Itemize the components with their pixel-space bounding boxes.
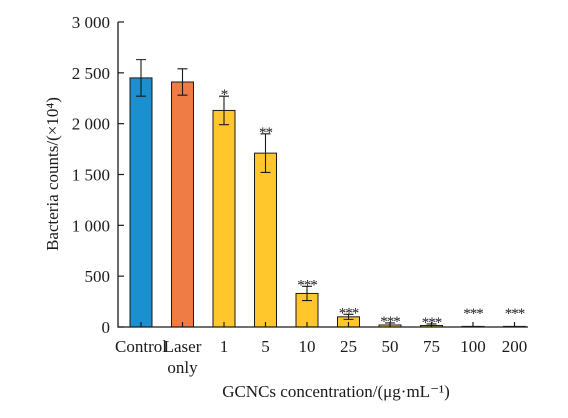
bars-layer	[129, 77, 526, 328]
significance-label: **	[259, 125, 273, 141]
x-tick-label: 50	[382, 337, 399, 356]
significance-label: ***	[463, 306, 483, 322]
y-tick-label: 2 500	[72, 64, 110, 83]
bar-1	[212, 109, 236, 328]
bar-5	[254, 152, 277, 328]
error-bar	[302, 285, 312, 302]
bar-laser	[171, 81, 194, 328]
significance-label: ***	[422, 315, 442, 331]
significance-labels: ************ ****** ***	[221, 87, 526, 331]
x-axis-title: GCNCs concentration/(μg·mL⁻¹)	[222, 382, 450, 401]
x-tick-label: 1	[220, 337, 229, 356]
significance-label: ***	[380, 314, 400, 330]
x-tick-label: 25	[340, 337, 357, 356]
y-tick-label: 500	[85, 267, 111, 286]
x-tick-label: 200	[502, 337, 528, 356]
y-tick-label: 2 000	[72, 115, 110, 134]
error-bars-layer	[136, 59, 437, 328]
significance-label: ***	[339, 305, 359, 321]
significance-label: ***	[505, 306, 525, 322]
y-tick-label: 1 500	[72, 166, 110, 185]
error-bar	[343, 313, 354, 320]
y-axis-title: Bacteria counts/(×10⁴)	[43, 97, 62, 251]
x-tick-label: 5	[261, 337, 270, 356]
significance-label: *	[221, 87, 228, 103]
significance-label: ***	[297, 277, 317, 293]
y-ticks: 0 500 1 000 1 500 2 000 2 500 3 000	[72, 13, 124, 337]
y-tick-label: 1 000	[72, 216, 110, 235]
error-bar	[177, 68, 188, 96]
x-tick-label: 75	[423, 337, 440, 356]
x-tick-label: Control	[115, 337, 167, 356]
x-tick-label: 100	[460, 337, 486, 356]
x-tick-sublabel: only	[167, 358, 198, 377]
x-tick-label: 10	[299, 337, 316, 356]
error-bar	[260, 133, 271, 174]
bar-control	[129, 77, 153, 328]
error-bar	[219, 95, 229, 126]
error-bar	[136, 59, 146, 97]
y-tick-label: 3 000	[72, 13, 110, 32]
x-tick-label: Laser	[164, 337, 202, 356]
y-tick-label: 0	[102, 318, 111, 337]
